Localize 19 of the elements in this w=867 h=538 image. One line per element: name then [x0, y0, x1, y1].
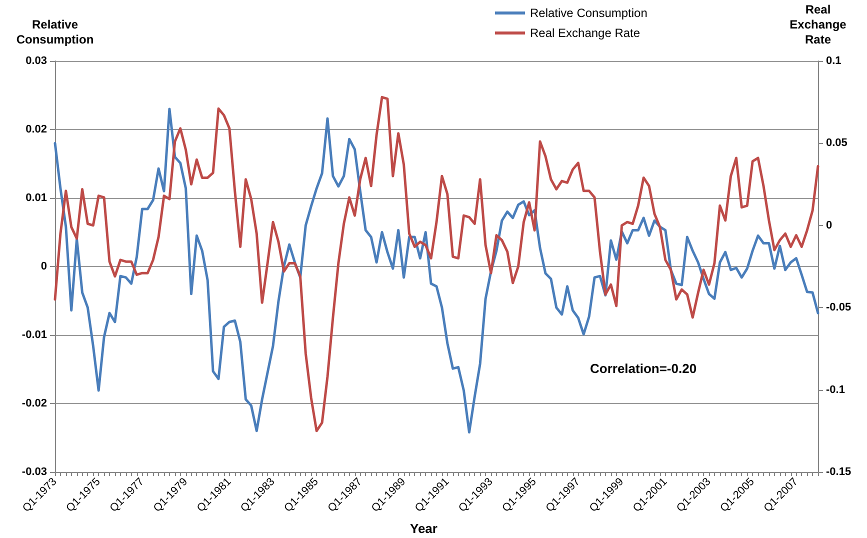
- y2-tick-label: -0.05: [826, 302, 852, 314]
- y-tick-label: -0.01: [22, 329, 47, 341]
- y-tick-label: 0: [40, 260, 47, 272]
- y2-tick-label: -0.1: [826, 384, 845, 396]
- y2-tick-label: 0.05: [826, 137, 848, 150]
- y2-axis-title: Real Exchange Rate: [790, 2, 847, 46]
- y-tick-label: 0.03: [26, 55, 47, 67]
- text: Year: [410, 521, 438, 536]
- legend-label: Relative Consumption: [530, 6, 648, 20]
- y-axis-title: Relative Consumption: [16, 18, 94, 46]
- y-tick-label: -0.02: [22, 398, 47, 410]
- y-tick-label: -0.03: [22, 466, 47, 478]
- y-tick-label: 0.02: [26, 124, 47, 136]
- y-tick-label: 0.01: [26, 192, 47, 204]
- y2-tick-label: 0: [826, 219, 832, 232]
- annotation: Correlation=-0.20: [590, 361, 697, 376]
- y2-tick-label: 0.1: [826, 55, 842, 67]
- y2-tick-label: -0.15: [826, 466, 852, 478]
- legend-label: Real Exchange Rate: [530, 26, 640, 40]
